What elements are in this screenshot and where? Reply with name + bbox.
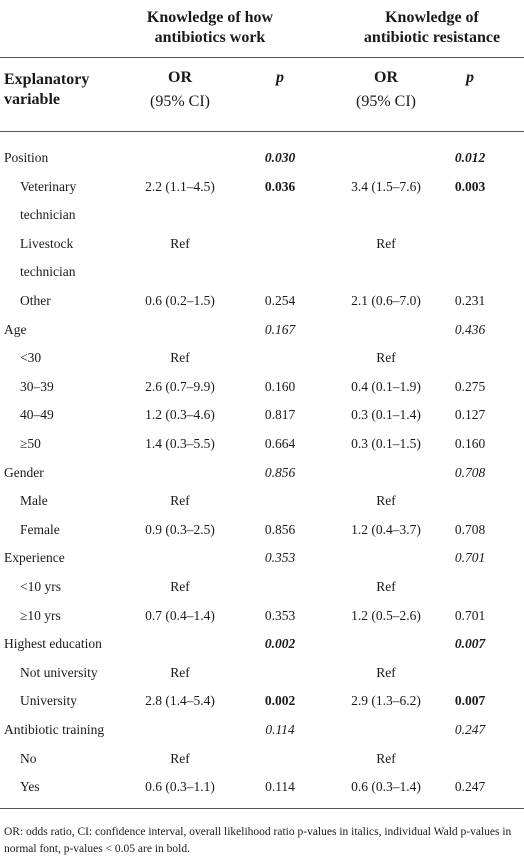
row-label: Female	[20, 521, 60, 537]
row-label: Veterinary	[20, 178, 77, 194]
row-label: No	[20, 750, 37, 766]
row-label: ≥50	[20, 436, 41, 451]
p-value-antibiotic-resistance: 0.127	[454, 407, 486, 423]
p-value-antibiotic-resistance: 0.701	[454, 550, 486, 566]
or-ci-antibiotic-resistance: Ref	[376, 235, 396, 251]
or-ci-antibiotics-work: 1.4 (0.3–5.5)	[145, 436, 215, 451]
row-label: Gender	[4, 464, 44, 480]
col-header-explanatory-variable: Explanatory variable	[4, 71, 90, 108]
p-value-antibiotics-work: 0.030	[264, 150, 296, 165]
p-value-antibiotics-work: 0.353	[264, 607, 296, 623]
row-label: Age	[4, 321, 27, 337]
row-label: 40–49	[20, 407, 54, 423]
col-header-or-1: OR (95% CI)	[150, 69, 210, 110]
row-label: Experience	[4, 550, 65, 566]
row-label: <30	[20, 350, 42, 366]
p-value-antibiotics-work: 0.817	[264, 407, 296, 423]
p-value-antibiotic-resistance: 0.160	[454, 436, 486, 451]
or-ci-antibiotic-resistance: 2.1 (0.6–7.0)	[351, 293, 421, 308]
p-value-antibiotic-resistance: 0.708	[454, 521, 486, 537]
table-bottom-rule	[0, 808, 524, 809]
p-value-antibiotic-resistance: 0.436	[454, 321, 486, 337]
group-header-antibiotic-resistance: Knowledge of antibiotic resistance	[363, 9, 501, 46]
table-top-rule	[0, 131, 524, 132]
or-ci-antibiotics-work: Ref	[170, 350, 190, 366]
or-ci-antibiotics-work: Ref	[170, 579, 190, 594]
or-ci-antibiotics-work: 0.6 (0.3–1.1)	[145, 779, 215, 795]
or-ci-antibiotics-work: 2.2 (1.1–4.5)	[145, 178, 215, 194]
or-ci-antibiotic-resistance: 0.3 (0.1–1.5)	[351, 436, 421, 451]
row-label: <10 yrs	[20, 579, 61, 594]
row-label-cont: technician	[20, 207, 76, 223]
p-value-antibiotic-resistance: 0.247	[454, 779, 486, 795]
p-value-antibiotic-resistance: 0.012	[454, 150, 486, 165]
table-footnote: OR: odds ratio, CI: confidence interval,…	[4, 826, 512, 855]
p-value-antibiotics-work: 0.856	[264, 521, 296, 537]
row-label: ≥10 yrs	[20, 607, 61, 623]
or-ci-antibiotic-resistance: Ref	[376, 750, 396, 766]
group-header-antibiotics-work: Knowledge of how antibiotics work	[146, 9, 274, 46]
or-ci-antibiotics-work: Ref	[170, 750, 190, 766]
or-ci-antibiotics-work: 0.9 (0.3–2.5)	[145, 521, 215, 537]
p-value-antibiotic-resistance: 0.701	[454, 607, 486, 623]
p-value-antibiotic-resistance: 0.275	[454, 378, 486, 394]
or-ci-antibiotic-resistance: Ref	[376, 579, 396, 594]
or-ci-antibiotic-resistance: 0.4 (0.1–1.9)	[351, 378, 421, 394]
header-divider	[0, 57, 524, 58]
row-label: Male	[20, 493, 48, 509]
col-header-p-1: p	[276, 69, 284, 86]
or-ci-antibiotic-resistance: 1.2 (0.5–2.6)	[351, 607, 421, 623]
row-label: Position	[4, 150, 49, 165]
col-header-p-2: p	[466, 69, 474, 86]
row-label: University	[20, 693, 77, 709]
p-value-antibiotics-work: 0.002	[264, 636, 296, 652]
row-label: 30–39	[20, 378, 54, 394]
or-ci-antibiotic-resistance: 3.4 (1.5–7.6)	[351, 178, 421, 194]
or-ci-antibiotics-work: Ref	[170, 235, 190, 251]
or-ci-antibiotic-resistance: Ref	[376, 493, 396, 509]
or-ci-antibiotics-work: 2.8 (1.4–5.4)	[145, 693, 215, 709]
row-label: Not university	[20, 664, 98, 680]
or-ci-antibiotic-resistance: 1.2 (0.4–3.7)	[351, 521, 421, 537]
p-value-antibiotics-work: 0.002	[264, 693, 296, 709]
row-label: Other	[20, 293, 51, 308]
p-value-antibiotic-resistance: 0.007	[454, 693, 486, 709]
col-header-or-2: OR (95% CI)	[356, 69, 416, 110]
p-value-antibiotics-work: 0.353	[264, 550, 296, 566]
or-ci-antibiotics-work: 0.7 (0.4–1.4)	[145, 607, 215, 623]
p-value-antibiotics-work: 0.254	[264, 293, 296, 308]
row-label: Highest education	[4, 636, 102, 652]
p-value-antibiotics-work: 0.160	[264, 378, 296, 394]
p-value-antibiotics-work: 0.114	[265, 722, 295, 737]
or-ci-antibiotic-resistance: Ref	[376, 350, 396, 366]
p-value-antibiotic-resistance: 0.007	[454, 636, 486, 652]
row-label: Livestock	[20, 235, 74, 251]
or-ci-antibiotics-work: Ref	[170, 493, 190, 509]
or-ci-antibiotic-resistance: 0.3 (0.1–1.4)	[351, 407, 421, 423]
or-ci-antibiotics-work: 2.6 (0.7–9.9)	[145, 378, 215, 394]
p-value-antibiotics-work: 0.664	[264, 436, 296, 451]
or-ci-antibiotic-resistance: 2.9 (1.3–6.2)	[351, 693, 421, 709]
p-value-antibiotic-resistance: 0.231	[454, 293, 486, 308]
row-label-cont: technician	[20, 264, 76, 280]
row-label: Antibiotic training	[4, 722, 105, 737]
p-value-antibiotic-resistance: 0.708	[454, 464, 486, 480]
or-ci-antibiotics-work: 1.2 (0.3–4.6)	[145, 407, 215, 423]
p-value-antibiotics-work: 0.167	[264, 321, 296, 337]
p-value-antibiotic-resistance: 0.247	[454, 722, 486, 737]
p-value-antibiotics-work: 0.114	[265, 779, 295, 795]
or-ci-antibiotic-resistance: Ref	[376, 664, 396, 680]
p-value-antibiotic-resistance: 0.003	[454, 178, 486, 194]
or-ci-antibiotic-resistance: 0.6 (0.3–1.4)	[351, 779, 421, 795]
or-ci-antibiotics-work: 0.6 (0.2–1.5)	[145, 293, 215, 308]
row-label: Yes	[20, 779, 40, 795]
p-value-antibiotics-work: 0.036	[264, 178, 296, 194]
or-ci-antibiotics-work: Ref	[170, 664, 190, 680]
p-value-antibiotics-work: 0.856	[264, 464, 296, 480]
